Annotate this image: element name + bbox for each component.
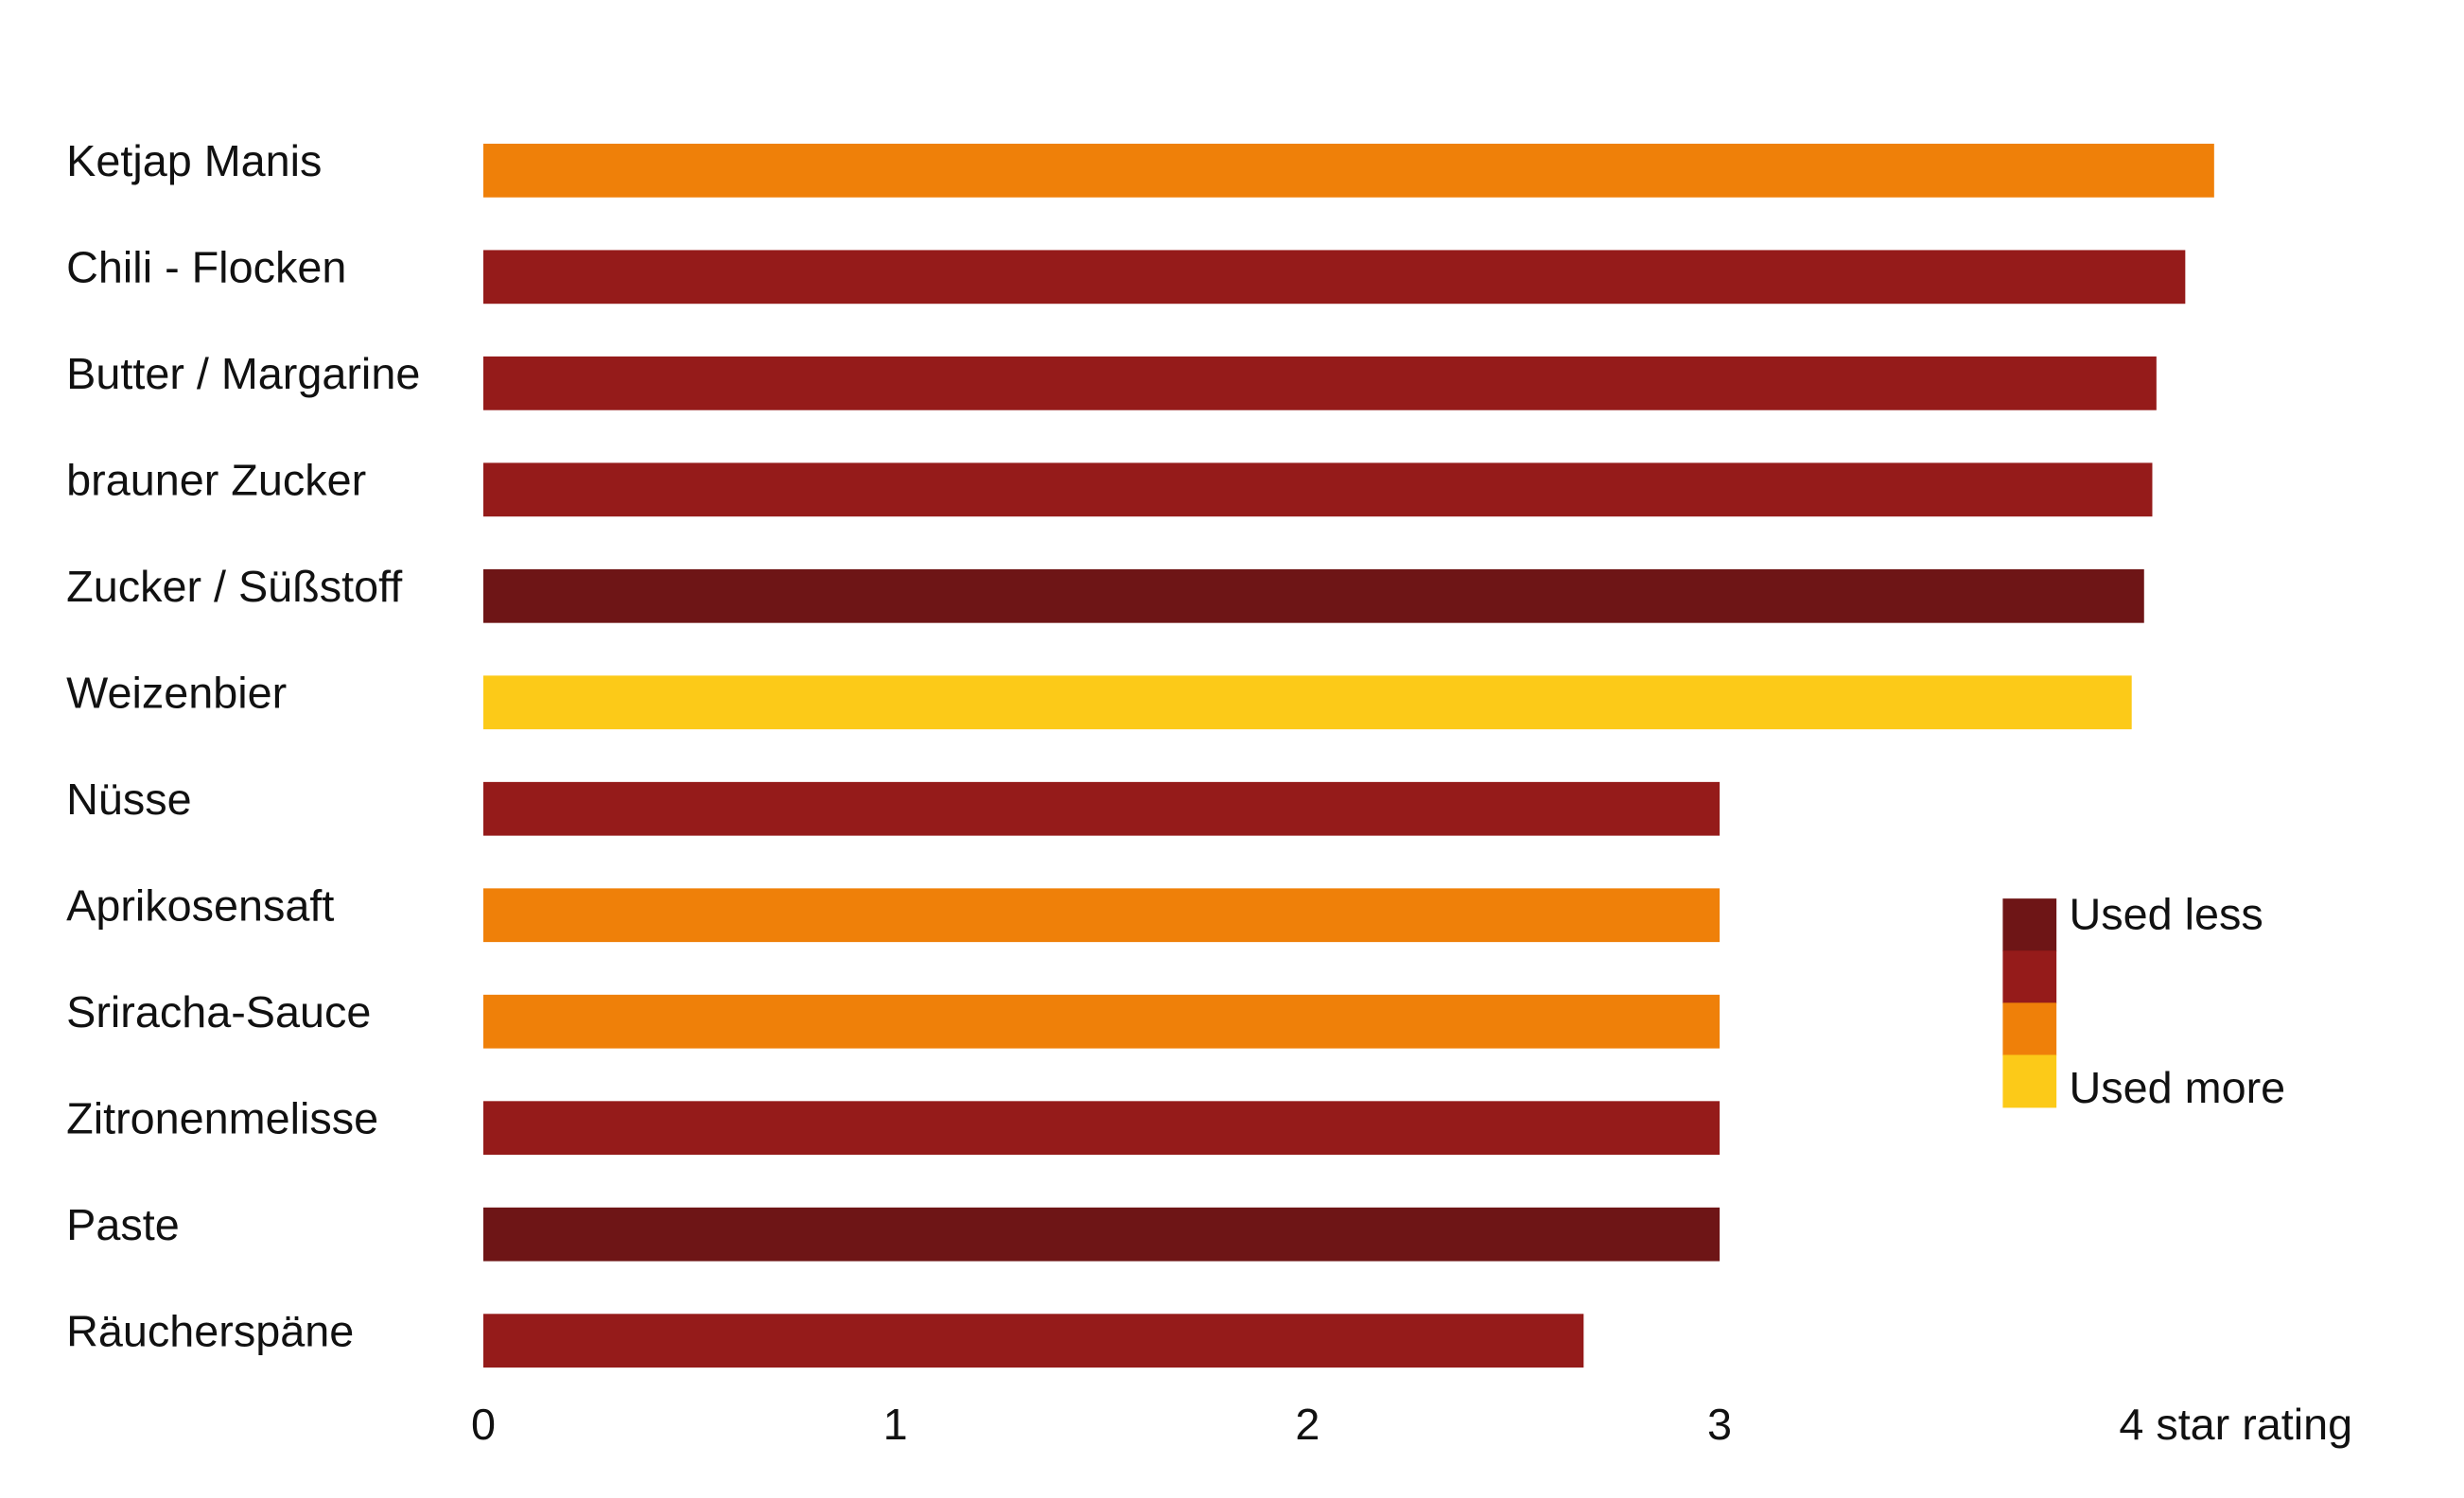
bar — [483, 143, 2214, 198]
x-tick-label: 4 star rating — [2119, 1400, 2352, 1449]
legend-label: Used more — [2070, 1063, 2286, 1112]
y-tick-label: Ketjap Manis — [66, 136, 322, 185]
bar — [483, 568, 2144, 623]
bar — [483, 1207, 1721, 1262]
y-tick-label: brauner Zucker — [66, 455, 366, 504]
legend-swatch — [2002, 1054, 2057, 1108]
bar — [483, 781, 1721, 836]
x-tick-label: 3 — [1707, 1400, 1732, 1449]
bar — [483, 888, 1721, 943]
y-tick-label: Butter / Margarine — [66, 349, 420, 398]
y-tick-label: Sriracha-Sauce — [66, 987, 371, 1036]
bar — [483, 1101, 1721, 1156]
bar — [483, 250, 2186, 305]
bar — [483, 462, 2153, 517]
y-tick-label: Paste — [66, 1200, 180, 1249]
y-tick-label: Nüsse — [66, 775, 192, 824]
x-tick-label: 0 — [471, 1400, 496, 1449]
y-tick-label: Räucherspäne — [66, 1306, 354, 1355]
y-tick-label: Chili - Flocken — [66, 242, 346, 291]
y-tick-label: Zitronenmelisse — [66, 1093, 378, 1142]
x-tick-label: 1 — [883, 1400, 908, 1449]
y-tick-label: Zucker / Süßstoff — [66, 562, 403, 611]
x-tick-label: 2 — [1295, 1400, 1319, 1449]
bar — [483, 1314, 1584, 1368]
bar — [483, 994, 1721, 1049]
y-tick-label: Weizenbier — [66, 668, 287, 717]
legend-label: Used less — [2070, 890, 2263, 939]
bar — [483, 675, 2132, 730]
legend-swatch — [2002, 1002, 2057, 1056]
legend-swatch — [2002, 898, 2057, 952]
y-tick-label: Aprikosensaft — [66, 880, 334, 930]
legend-swatch — [2002, 950, 2057, 1004]
bar — [483, 356, 2157, 410]
